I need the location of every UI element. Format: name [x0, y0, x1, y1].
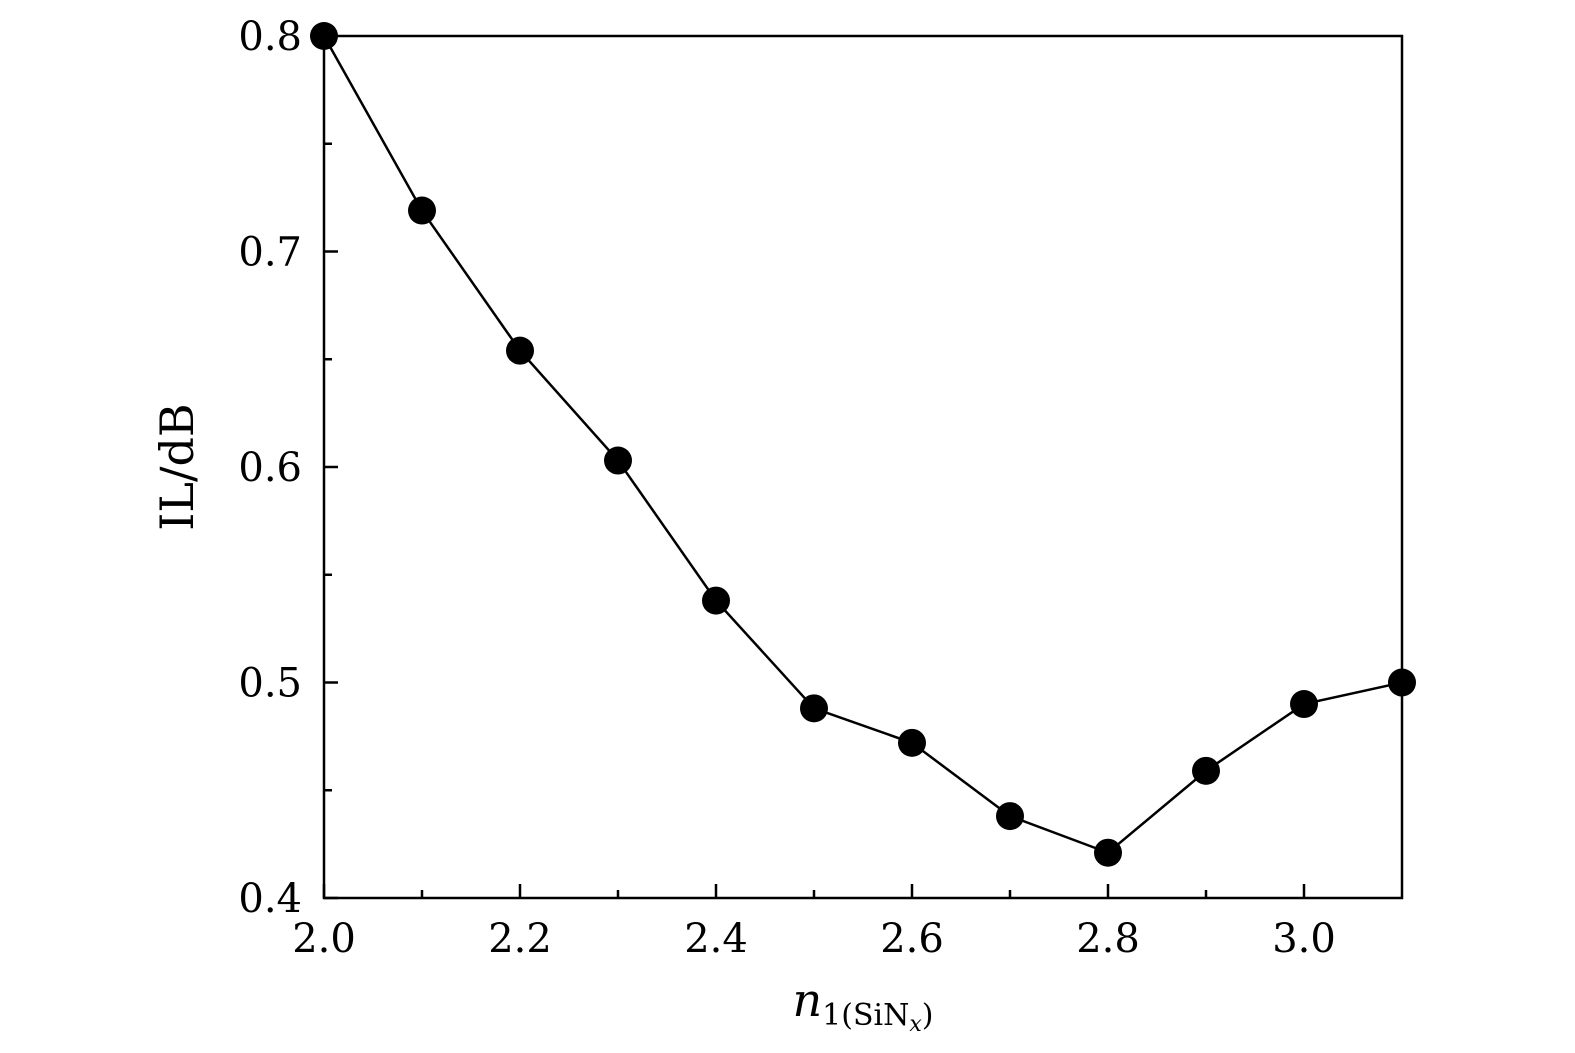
y-tick-label: 0.7 [238, 230, 302, 276]
data-point [1388, 668, 1416, 697]
data-point [800, 694, 828, 723]
tick-labels: 2.0 2.2 2.4 2.6 2.8 3.0 0.4 0.5 0.6 0.7 0.8 [238, 14, 1335, 962]
x-tick-label: 2.2 [488, 916, 552, 962]
data-point [310, 22, 338, 50]
x-tick-label: 3.0 [1272, 916, 1336, 962]
x-axis-title-subscript: 1(SiN [822, 998, 909, 1033]
x-axis-title-subsubscript: x [909, 1012, 922, 1037]
data-point [506, 336, 534, 365]
y-tick-label: 0.4 [238, 876, 302, 922]
series-line [322, 35, 1403, 855]
data-point [898, 728, 926, 757]
data-points [310, 22, 1416, 867]
x-axis-title-main: n [793, 973, 823, 1027]
y-axis-title: IL/dB [150, 403, 204, 530]
data-point [1094, 838, 1122, 867]
x-tick-label: 2.0 [292, 916, 356, 962]
y-tick-label: 0.6 [238, 445, 302, 491]
axis-ticks [322, 34, 1306, 900]
data-point [702, 586, 730, 615]
data-point [1290, 690, 1318, 719]
x-axis-title: n1(SiNx) [793, 973, 934, 1037]
data-point [408, 196, 436, 225]
x-tick-label: 2.4 [684, 916, 748, 962]
plot-frame [322, 34, 1404, 900]
x-tick-label: 2.8 [1076, 916, 1140, 962]
data-point [996, 802, 1024, 831]
x-tick-label: 2.6 [880, 916, 944, 962]
data-point [1192, 756, 1220, 785]
y-tick-label: 0.8 [238, 14, 302, 60]
x-axis-title-suffix: ) [922, 998, 934, 1033]
data-point [604, 446, 632, 475]
y-tick-label: 0.5 [238, 661, 302, 707]
